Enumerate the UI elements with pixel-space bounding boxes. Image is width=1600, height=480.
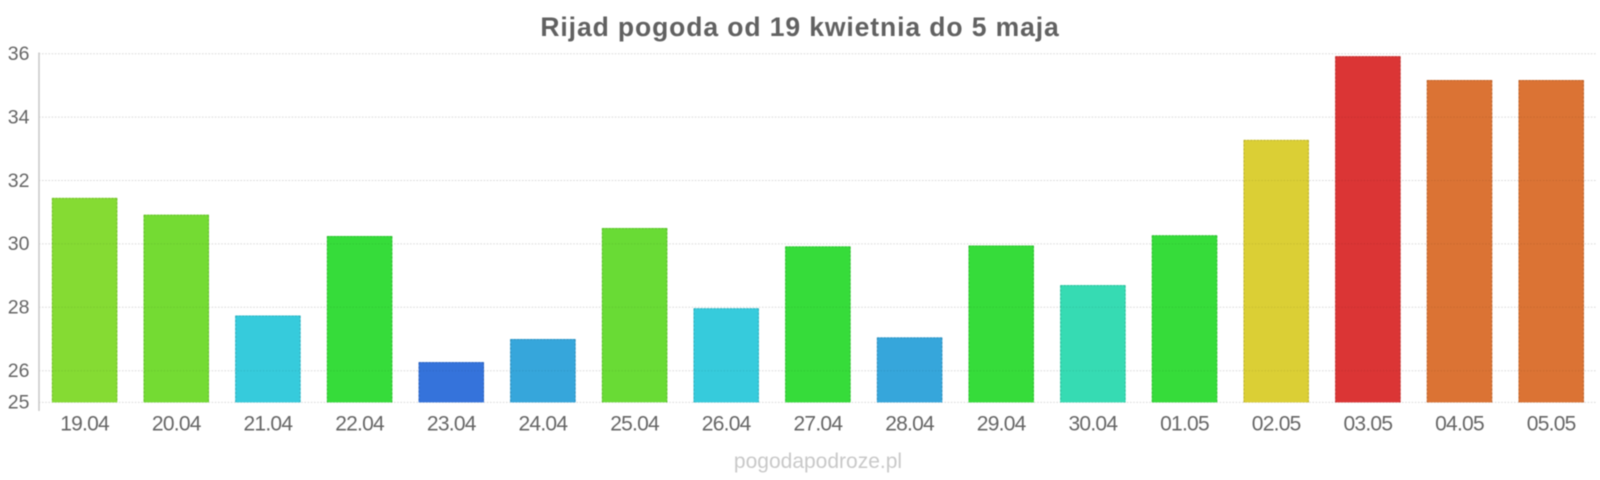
svg-text:02.05: 02.05 (1252, 413, 1301, 436)
svg-text:03.05: 03.05 (1343, 413, 1392, 436)
svg-text:20.04: 20.04 (152, 413, 202, 436)
svg-text:23.04: 23.04 (427, 413, 477, 436)
svg-text:28.04: 28.04 (885, 413, 935, 436)
svg-text:25.04: 25.04 (610, 413, 660, 436)
svg-text:21.04: 21.04 (243, 413, 293, 436)
svg-text:36: 36 (8, 43, 30, 65)
svg-text:25: 25 (8, 392, 30, 414)
svg-text:Rijad pogoda od 19 kwietnia do: Rijad pogoda od 19 kwietnia do 5 maja (540, 12, 1059, 42)
svg-text:22.04: 22.04 (335, 413, 385, 436)
svg-text:26.04: 26.04 (702, 413, 752, 436)
svg-text:27.04: 27.04 (793, 413, 843, 436)
svg-text:34: 34 (8, 106, 30, 128)
svg-text:24.04: 24.04 (518, 413, 568, 436)
svg-text:pogodapodroze.pl: pogodapodroze.pl (734, 450, 902, 473)
svg-text:01.05: 01.05 (1160, 413, 1209, 436)
svg-text:28: 28 (8, 297, 30, 319)
svg-text:05.05: 05.05 (1527, 413, 1576, 436)
svg-text:29.04: 29.04 (977, 413, 1027, 436)
svg-text:19.04: 19.04 (60, 413, 110, 436)
svg-text:04.05: 04.05 (1435, 413, 1484, 436)
svg-text:26: 26 (8, 360, 30, 382)
svg-text:30.04: 30.04 (1068, 413, 1118, 436)
svg-text:32: 32 (8, 170, 30, 192)
svg-text:30: 30 (8, 233, 30, 255)
